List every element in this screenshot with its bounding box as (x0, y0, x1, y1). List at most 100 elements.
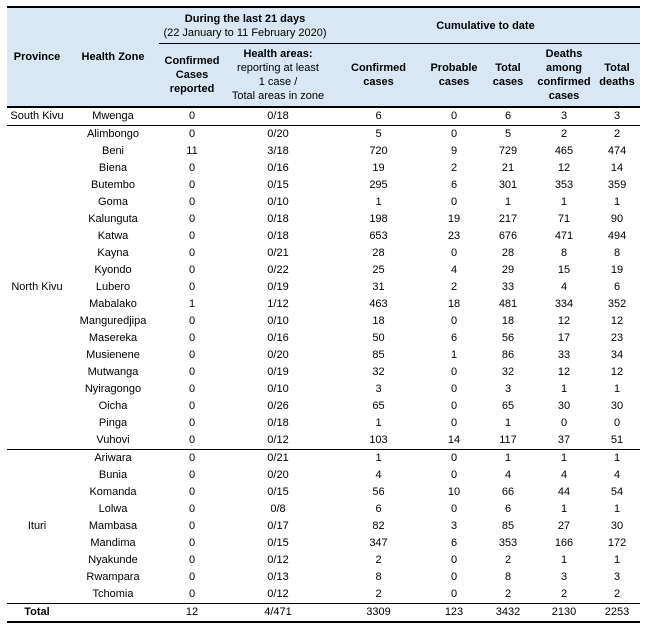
value-cell: 0 (188, 162, 196, 174)
value-cell: 3 (613, 571, 621, 583)
value-cell: 27 (557, 520, 571, 532)
table-row: Biena 0 0/16 19 2 21 12 14 (7, 160, 640, 177)
value-cell: 8 (375, 571, 382, 583)
value-cell: 1 (375, 196, 382, 208)
total-value-cell: 3432 (482, 603, 534, 622)
value-cell: 3 (613, 110, 621, 122)
value-cell: 6 (450, 332, 458, 344)
value-cell: 6 (613, 281, 621, 293)
value-cell: 12 (557, 315, 571, 327)
value-cell: 0/20 (225, 125, 331, 143)
value-cell: 0 (188, 503, 196, 515)
header-group-row: Province Health Zone During the last 21 … (7, 7, 641, 107)
value-cell: 676 (498, 230, 518, 242)
value-cell: 34 (610, 349, 624, 361)
value-cell: 32 (372, 366, 385, 378)
value-cell: 50 (372, 332, 385, 344)
value-cell: 23 (610, 332, 624, 344)
col-header-confirmed-cases-reported: Confirmed Cases reported (159, 43, 225, 107)
health-zone-cell: Butembo (90, 179, 136, 191)
value-cell: 729 (498, 145, 518, 157)
value-cell: 66 (501, 486, 515, 498)
health-zone-cell: Komanda (89, 486, 137, 498)
value-cell: 17 (557, 332, 571, 344)
value-cell: 1/12 (267, 298, 289, 310)
table-row: Kayna 0 0/21 28 0 28 8 8 (7, 245, 640, 262)
value-cell: 19 (372, 162, 385, 174)
value-cell: 0 (560, 417, 568, 429)
province-cell: South Kivu (10, 110, 64, 122)
value-cell: 0 (450, 247, 458, 259)
value-cell: 0/12 (267, 588, 289, 600)
value-cell: 18 (447, 298, 461, 310)
value-cell: 4 (504, 469, 512, 481)
value-cell: 0/21 (225, 449, 331, 467)
value-cell: 18 (372, 315, 385, 327)
value-cell: 6 (375, 110, 382, 122)
health-zone-cell: Lolwa (98, 503, 128, 515)
health-zone-cell: Bunia (98, 469, 128, 481)
value-cell: 0/10 (267, 196, 289, 208)
value-cell: 18 (501, 315, 515, 327)
value-cell: 25 (372, 264, 385, 276)
value-cell: 117 (499, 434, 517, 446)
value-cell: 6 (504, 110, 512, 122)
value-cell: 4 (613, 469, 621, 481)
value-cell: 347 (369, 537, 388, 549)
value-cell: 19 (447, 213, 461, 225)
value-cell: 0 (188, 110, 196, 122)
health-zone-cell: Mabalako (89, 298, 137, 310)
table-row: Katwa 0 0/18 653 23 676 471 494 (7, 228, 640, 245)
col-header-total-deaths: Total deaths (594, 43, 641, 107)
value-cell: 0/17 (267, 520, 289, 532)
value-cell: 8 (560, 247, 568, 259)
value-cell: 85 (501, 520, 515, 532)
value-cell: 0/15 (267, 179, 289, 191)
table-row: Manguredjipa 0 0/10 18 0 18 12 12 (7, 313, 640, 330)
value-cell: 2 (534, 125, 594, 143)
value-cell: 0 (450, 588, 458, 600)
value-cell: 353 (498, 537, 518, 549)
table-row: Vuhovi 0 0/12 103 14 117 37 51 (7, 432, 640, 450)
value-cell: 4 (450, 264, 458, 276)
value-cell: 1 (594, 449, 641, 467)
value-cell: 172 (607, 537, 627, 549)
value-cell: 198 (369, 213, 388, 225)
table-row: Masereka 0 0/16 50 6 56 17 23 (7, 330, 640, 347)
value-cell: 0/8 (270, 503, 286, 515)
health-zone-cell: Vuhovi (96, 434, 130, 446)
value-cell: 295 (369, 179, 388, 191)
table-row: Komanda 0 0/15 56 10 66 44 54 (7, 484, 640, 501)
value-cell: 11 (186, 145, 198, 157)
value-cell: 0 (450, 383, 458, 395)
health-zone-cell: Kalunguta (88, 213, 138, 225)
table-row: Musienene 0 0/20 85 1 86 33 34 (7, 347, 640, 364)
value-cell: 0 (188, 230, 196, 242)
health-zone-cell: Lubero (95, 281, 131, 293)
health-zone-cell: Katwa (97, 230, 129, 242)
col-header-health-areas: Health areas: reporting at least 1 case … (225, 43, 331, 107)
value-cell: 28 (501, 247, 515, 259)
value-cell: 103 (369, 434, 388, 446)
table-row: Lubero 0 0/19 31 2 33 4 6 (7, 279, 640, 296)
health-zone-cell: Pinga (98, 417, 128, 429)
value-cell: 0 (159, 125, 225, 143)
value-cell: 0 (188, 400, 196, 412)
value-cell: 494 (607, 230, 627, 242)
group-last21-title: During the last 21 days (184, 12, 306, 25)
health-zone-cell: Rwampara (86, 571, 140, 583)
value-cell: 0/20 (267, 349, 289, 361)
value-cell: 1 (504, 196, 512, 208)
value-cell: 0 (188, 264, 196, 276)
value-cell: 1 (560, 554, 568, 566)
value-cell: 1 (613, 503, 621, 515)
value-cell: 6 (450, 537, 458, 549)
value-cell: 4 (560, 281, 568, 293)
value-cell: 9 (450, 145, 458, 157)
total-zone-cell (67, 603, 159, 622)
table-row: Pinga 0 0/18 1 0 1 0 0 (7, 415, 640, 432)
health-zone-cell: Mambasa (88, 520, 138, 532)
value-cell: 0 (188, 247, 196, 259)
value-cell: 29 (501, 264, 515, 276)
value-cell: 56 (501, 332, 515, 344)
